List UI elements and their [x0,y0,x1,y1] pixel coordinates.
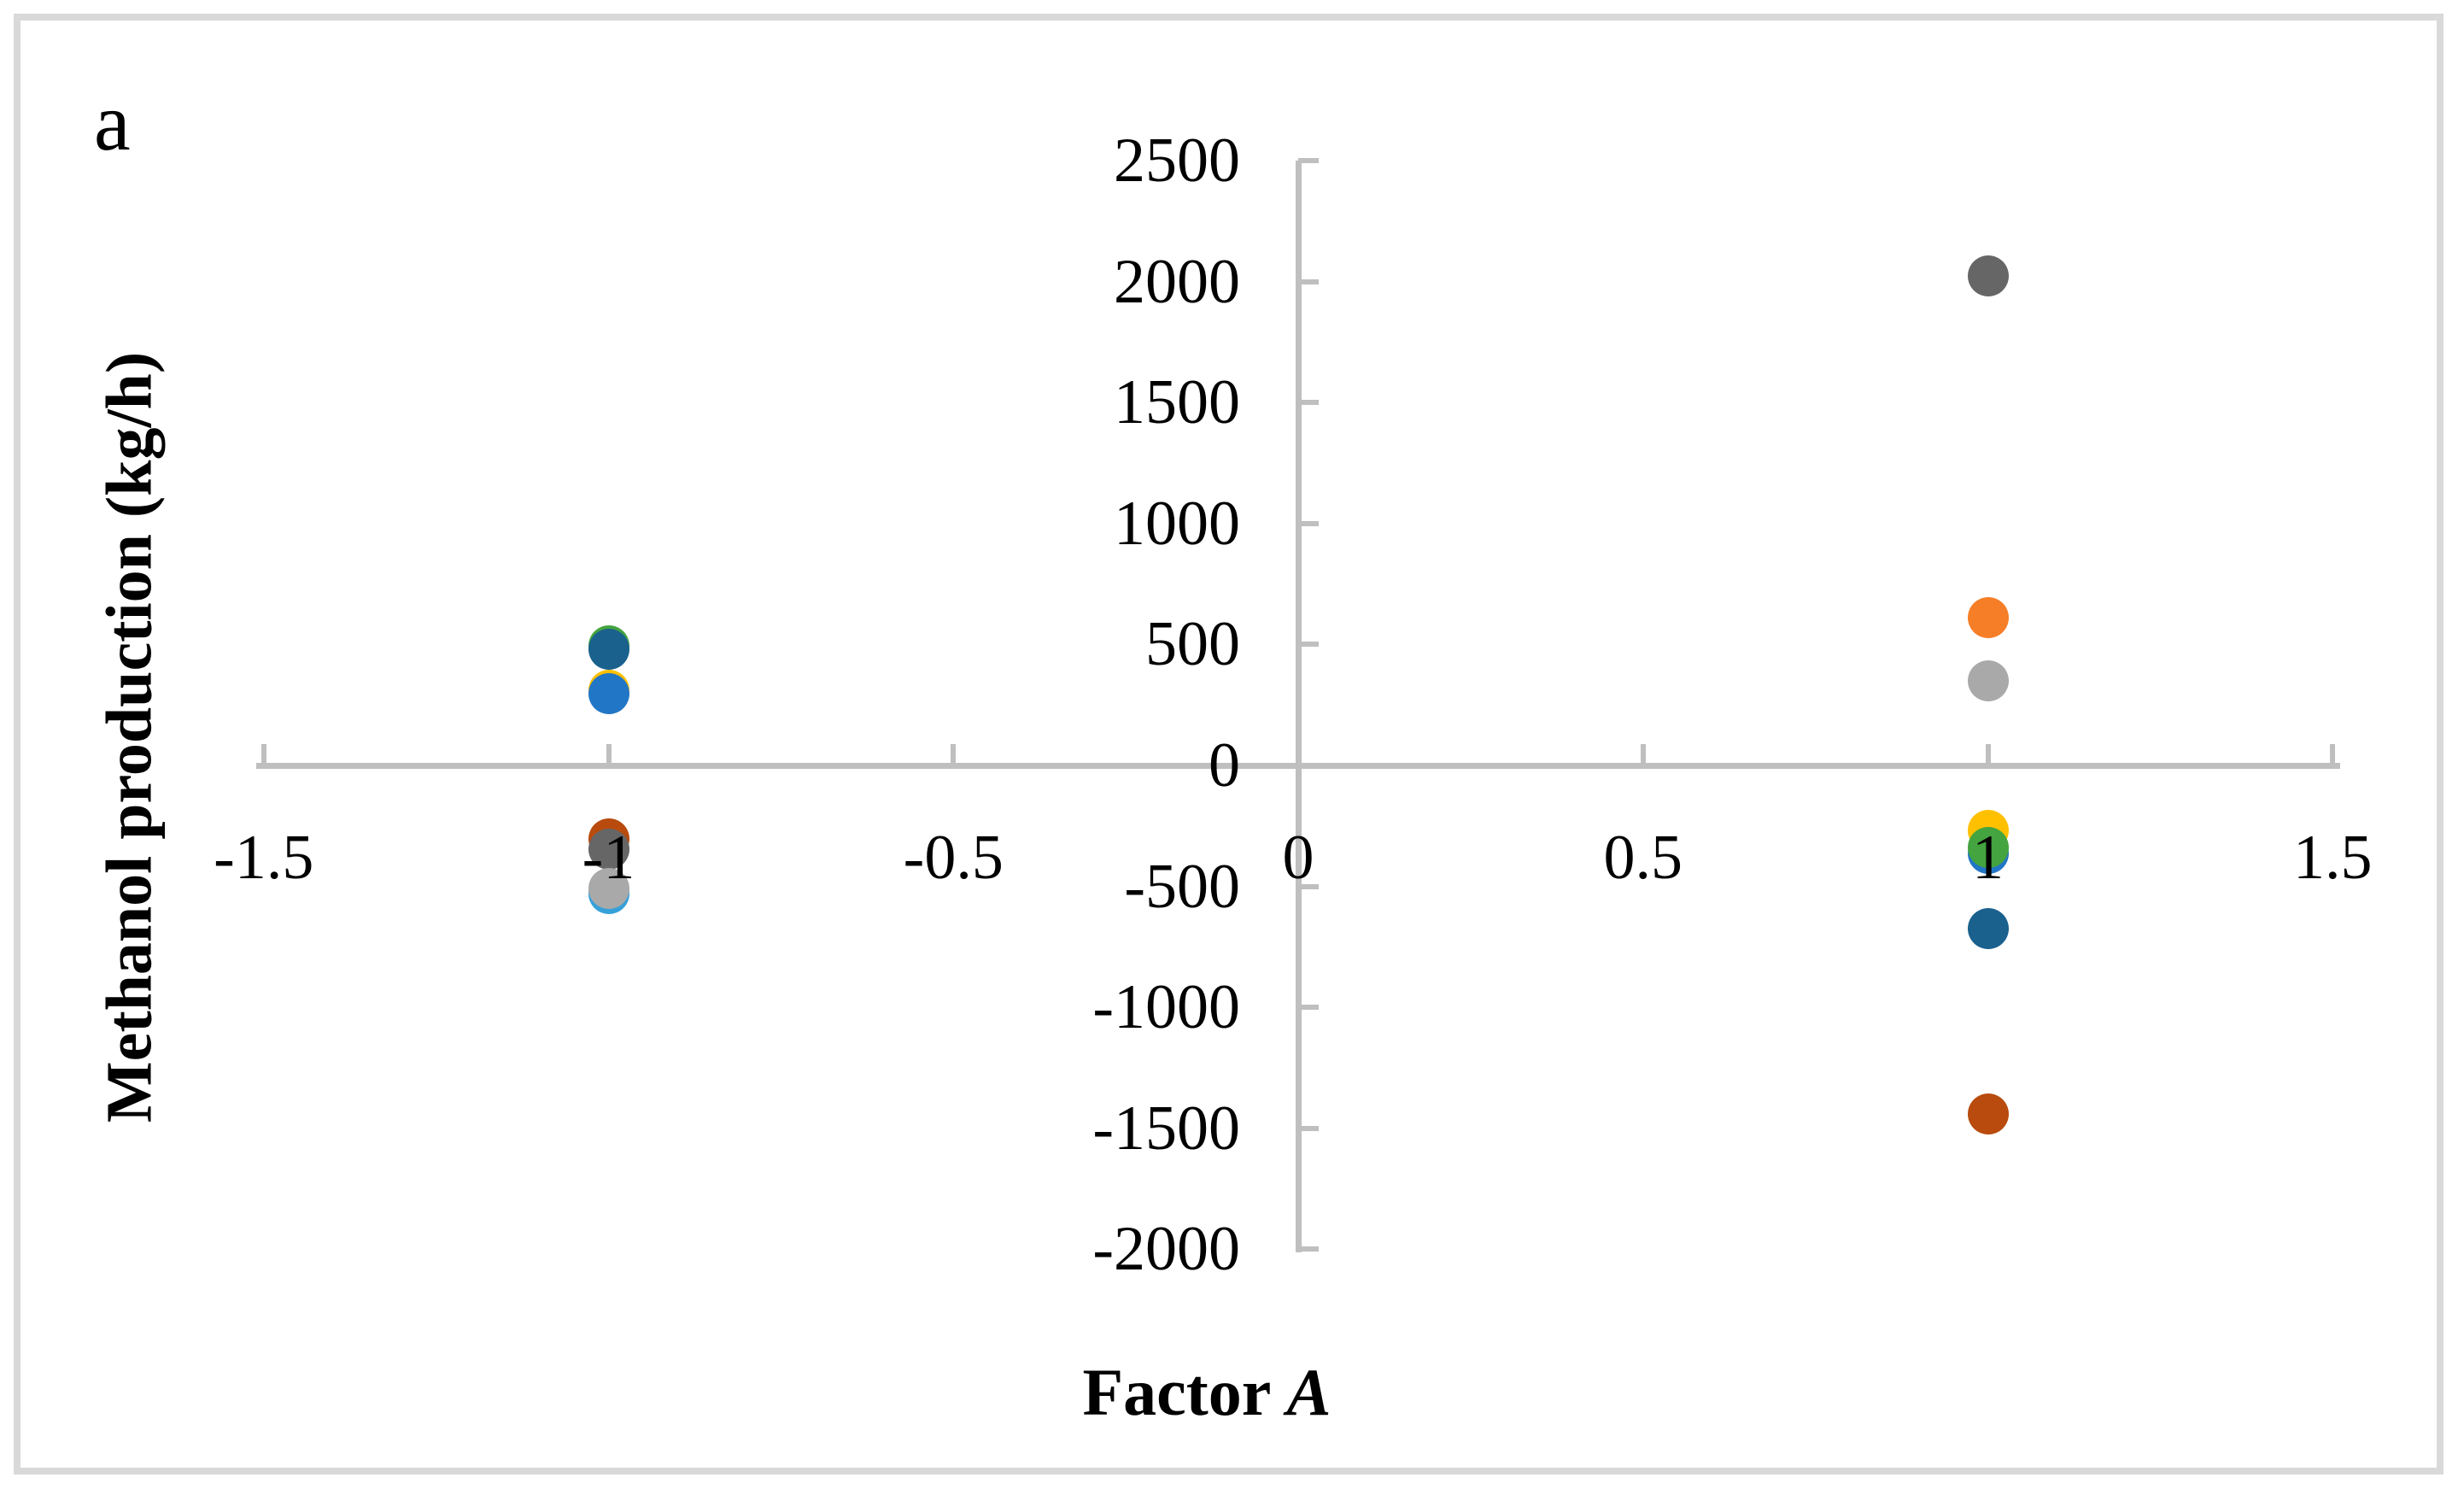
data-point-blue [588,673,629,715]
x-tick-label: 0.5 [1603,823,1683,893]
y-tick-label: 2500 [1114,126,1240,196]
data-point-light-gray [1967,660,2009,701]
data-point-orange [1967,597,2009,639]
x-tick [1985,743,1991,765]
x-tick-label: 1 [1972,823,2004,893]
x-axis-title-text: Factor A [1083,1354,1331,1431]
x-tick [1640,743,1646,765]
data-point-light-gray [588,868,629,910]
y-tick [1298,1005,1319,1011]
figure-border [14,14,2444,1474]
x-tick [951,743,957,765]
y-tick-label: -500 [1124,851,1240,922]
data-point-teal-blue [1967,908,2009,950]
y-tick-label: -1500 [1092,1093,1240,1164]
y-tick [1298,763,1319,768]
y-tick [1298,400,1319,406]
x-tick-label: 1.5 [2293,823,2373,893]
y-tick-label: -2000 [1092,1214,1240,1285]
y-tick-label: 1000 [1114,488,1240,559]
y-tick [1298,1246,1319,1252]
y-tick-label: 2000 [1114,246,1240,317]
y-axis-line [1295,161,1302,1252]
x-tick [1296,743,1301,765]
y-axis-title-text: Methanol production (kg/h) [93,351,166,1123]
x-tick [260,743,266,765]
y-tick-label: 1500 [1114,367,1240,438]
y-tick [1298,642,1319,648]
x-tick-label: -0.5 [903,823,1004,893]
x-axis-title-italic: A [1286,1355,1331,1429]
x-tick [2330,743,2336,765]
data-point-green [1967,827,2009,869]
y-tick-label: 500 [1145,609,1240,680]
y-tick [1298,520,1319,526]
x-tick-label: 0 [1282,823,1314,893]
data-point-dark-gray [588,828,629,870]
data-point-rust [1967,1093,2009,1134]
y-tick [1298,278,1319,284]
y-tick [1298,1125,1319,1131]
x-tick-label: -1.5 [214,823,314,893]
y-tick-label: 0 [1209,730,1240,800]
data-point-teal-blue [588,629,629,671]
y-tick [1298,158,1319,163]
y-tick [1298,883,1319,889]
data-point-dark-gray [1967,255,2009,296]
x-tick [606,743,612,765]
panel-label: a [94,76,131,167]
x-axis-title-regular: Factor [1082,1355,1287,1429]
x-tick-label: -1 [582,823,635,893]
y-tick-label: -1000 [1092,972,1240,1043]
